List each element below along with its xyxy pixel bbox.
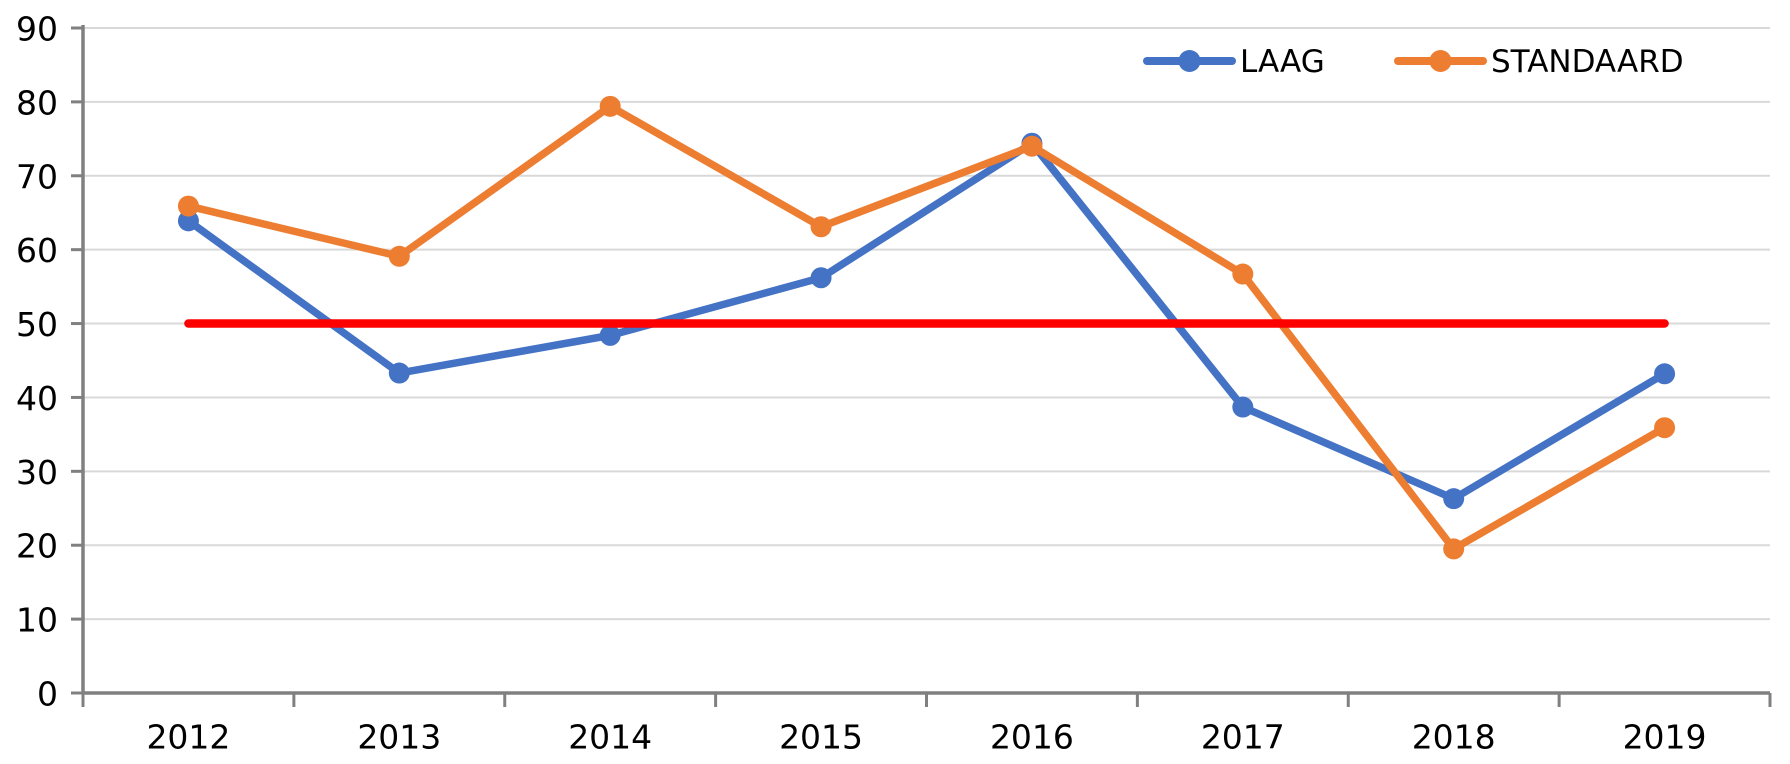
data-point-standaard-2016 — [1021, 135, 1043, 157]
y-tick-label-0: 0 — [37, 675, 58, 714]
x-tick-label-2019: 2019 — [1623, 718, 1707, 757]
data-point-standaard-2018 — [1443, 538, 1465, 560]
x-tick-label-2015: 2015 — [779, 718, 863, 757]
y-tick-label-30: 30 — [16, 453, 58, 492]
data-point-standaard-2014 — [599, 95, 621, 117]
axes-group — [71, 24, 1772, 707]
legend-marker-dot-laag — [1178, 50, 1201, 72]
y-tick-label-80: 80 — [16, 83, 58, 122]
data-point-standaard-2015 — [810, 216, 832, 238]
x-tick-label-2014: 2014 — [568, 718, 652, 757]
y-tick-label-50: 50 — [16, 305, 58, 344]
data-point-standaard-2019 — [1654, 417, 1676, 439]
legend-label-laag: LAAG — [1240, 44, 1325, 80]
x-tick-label-2017: 2017 — [1201, 718, 1285, 757]
y-tick-label-40: 40 — [16, 379, 58, 418]
series-line-standaard — [184, 102, 1669, 553]
tick-labels-group: 0 10 20 30 40 50 60 70 80 90 2012 2013 2014 2015 2016 2… — [16, 9, 1707, 756]
x-tick-label-2018: 2018 — [1412, 718, 1496, 757]
data-point-standaard-2013 — [388, 245, 410, 267]
series-group — [177, 95, 1676, 560]
legend: LAAG STANDAARD — [1143, 44, 1684, 80]
legend-label-standaard: STANDAARD — [1491, 44, 1684, 80]
x-tick-label-2013: 2013 — [357, 718, 441, 757]
data-point-standaard-2012 — [177, 195, 199, 217]
y-tick-label-10: 10 — [16, 601, 58, 640]
data-point-laag-2015 — [810, 267, 832, 289]
data-point-laag-2014 — [599, 324, 621, 346]
data-point-standaard-2017 — [1232, 263, 1254, 285]
y-tick-label-20: 20 — [16, 527, 58, 566]
data-point-laag-2013 — [388, 362, 410, 384]
legend-item-standaard: STANDAARD — [1394, 44, 1684, 80]
legend-marker-dot-standaard — [1429, 50, 1452, 72]
y-tick-label-70: 70 — [16, 157, 58, 196]
y-tick-label-60: 60 — [16, 231, 58, 270]
legend-item-laag: LAAG — [1143, 44, 1325, 80]
data-point-laag-2018 — [1443, 488, 1465, 510]
data-point-laag-2019 — [1654, 363, 1676, 385]
data-point-laag-2012 — [177, 210, 199, 232]
x-tick-label-2012: 2012 — [146, 718, 230, 757]
x-tick-label-2016: 2016 — [990, 718, 1074, 757]
data-point-laag-2017 — [1232, 396, 1254, 418]
series-line-laag — [184, 139, 1669, 503]
y-tick-label-90: 90 — [16, 9, 58, 48]
